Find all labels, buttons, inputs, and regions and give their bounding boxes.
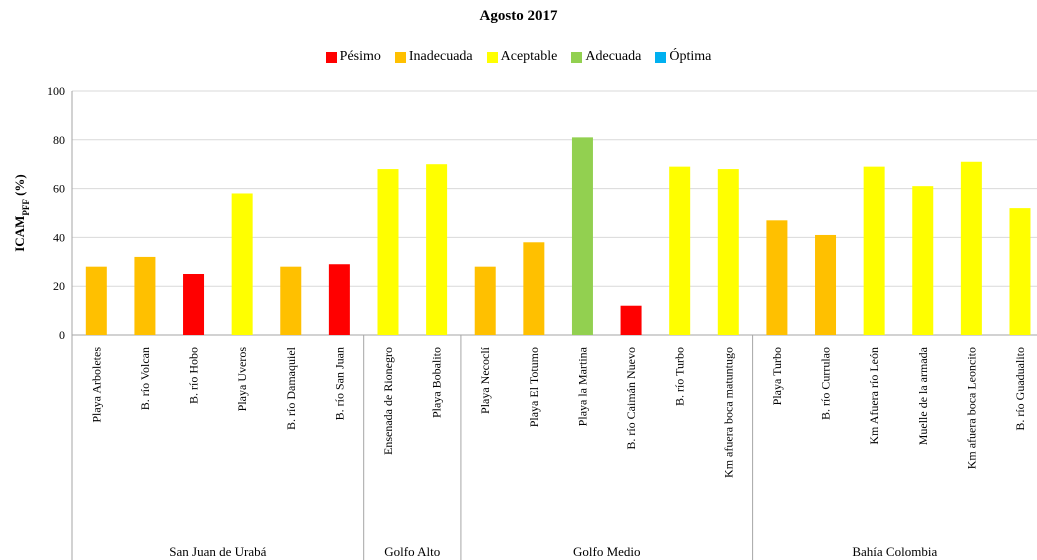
- y-axis-label-main: ICAM: [12, 216, 27, 252]
- y-tick-label: 80: [53, 133, 65, 147]
- bar: [669, 166, 691, 335]
- y-axis-label-unit: (%): [12, 174, 27, 199]
- bar: [280, 266, 302, 335]
- group-label: Golfo Medio: [573, 544, 641, 559]
- bar: [766, 220, 788, 335]
- bar: [231, 193, 253, 335]
- bar: [523, 242, 545, 335]
- legend-label: Aceptable: [500, 49, 558, 64]
- legend-swatch: [394, 51, 406, 63]
- legend-swatch: [325, 51, 337, 63]
- y-axis-label-sub: PFF: [21, 199, 31, 216]
- bar: [474, 266, 496, 335]
- x-tick-label: Playa Turbo: [770, 347, 784, 405]
- bar: [377, 169, 399, 335]
- legend-label: Óptima: [669, 49, 712, 64]
- x-tick-label: Km afuera boca Leoncito: [964, 347, 978, 469]
- x-tick-label: Playa Bobalito: [430, 347, 444, 418]
- legend-swatch: [655, 51, 667, 63]
- x-tick-label: B. río Caimán Nuevo: [624, 347, 638, 450]
- legend-item-optima: Óptima: [655, 49, 711, 65]
- legend-item-pesimo: Pésimo: [325, 49, 381, 65]
- x-tick-label: B. río Damaquiel: [284, 346, 298, 430]
- bar: [328, 264, 350, 335]
- x-tick-label: B. río Volcan: [138, 347, 152, 410]
- x-tick-label: Playa Necoclí: [478, 346, 492, 414]
- y-tick-label: 40: [53, 230, 65, 244]
- y-tick-label: 60: [53, 182, 65, 196]
- group-label: San Juan de Urabá: [169, 544, 266, 559]
- x-tick-label: Playa la Martina: [575, 346, 589, 426]
- bar: [620, 305, 642, 335]
- y-axis-label: ICAMPFF (%): [12, 174, 31, 252]
- chart-title: Agosto 2017: [479, 8, 558, 24]
- bar: [960, 161, 982, 335]
- x-tick-label: B. río Currulao: [819, 347, 833, 420]
- bar: [1009, 208, 1031, 335]
- x-tick-label: B. río Hobo: [187, 347, 201, 404]
- y-tick-label: 0: [59, 328, 65, 342]
- group-label: Golfo Alto: [384, 544, 440, 559]
- x-tick-label: B. río Turbo: [673, 347, 687, 406]
- bar: [134, 256, 156, 335]
- x-tick-label: B. río Guadualito: [1013, 347, 1027, 431]
- legend-label: Adecuada: [585, 49, 642, 64]
- bar: [183, 274, 205, 335]
- x-tick-label: B. río San Juan: [332, 347, 346, 420]
- legend-label: Pésimo: [339, 49, 381, 64]
- group-label: Bahía Colombia: [852, 544, 937, 559]
- x-tick-label: Playa El Totumo: [527, 347, 541, 427]
- bar: [717, 169, 739, 335]
- bar: [815, 234, 837, 335]
- bar: [426, 164, 448, 335]
- legend-item-inadecuada: Inadecuada: [394, 49, 473, 65]
- x-tick-label: Playa Uveros: [235, 347, 249, 412]
- bar: [571, 137, 593, 335]
- y-tick-label: 100: [47, 84, 65, 98]
- legend: Pésimo Inadecuada Aceptable Adecuada Óptima: [0, 49, 1037, 65]
- y-tick-label: 20: [53, 279, 65, 293]
- x-tick-label: Km Afuera río León: [867, 347, 881, 445]
- x-tick-label: Muelle de la armada: [916, 346, 930, 445]
- x-tick-label: Km afuera boca matuntugo: [721, 347, 735, 478]
- legend-item-aceptable: Aceptable: [486, 49, 558, 65]
- x-tick-label: Ensenada de Rionegro: [381, 347, 395, 455]
- bar: [912, 186, 934, 335]
- legend-swatch: [571, 51, 583, 63]
- legend-item-adecuada: Adecuada: [571, 49, 641, 65]
- x-tick-label: Playa Arboletes: [89, 347, 103, 423]
- bar: [85, 266, 107, 335]
- bar: [863, 166, 885, 335]
- legend-swatch: [486, 51, 498, 63]
- legend-label: Inadecuada: [408, 49, 473, 64]
